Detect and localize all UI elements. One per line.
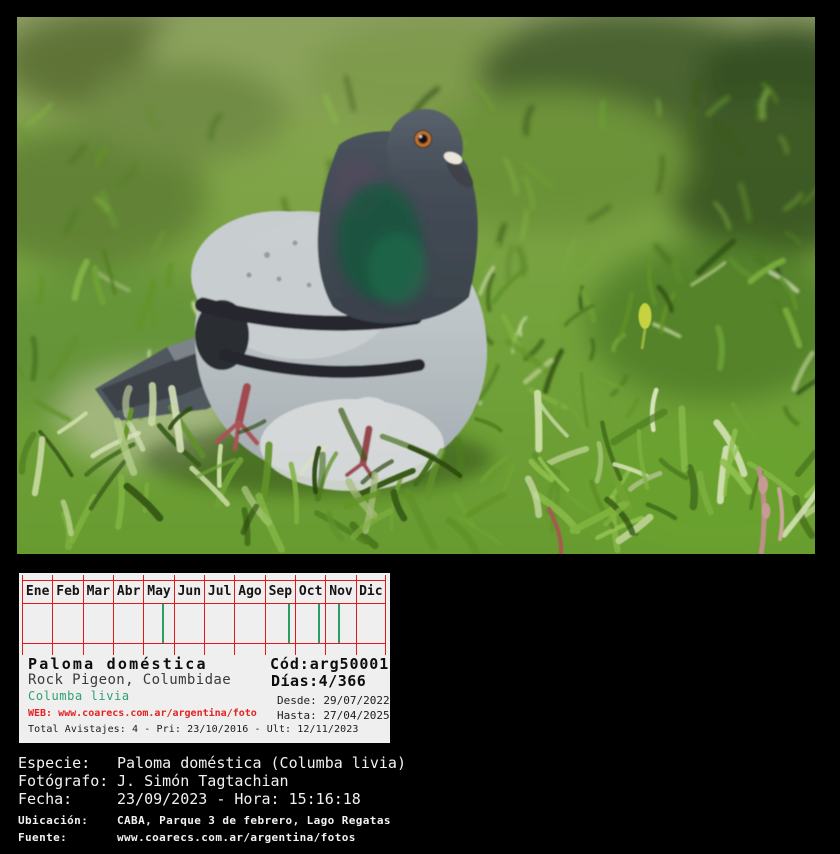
photo-details: Especie: Paloma doméstica (Columba livia)… <box>18 754 822 846</box>
detail-label: Fuente: <box>18 831 68 844</box>
calendar-month-label: Mar <box>82 581 113 603</box>
details-primary: Especie: Paloma doméstica (Columba livia)… <box>18 754 822 808</box>
pigeon-illustration <box>95 109 488 491</box>
species-scientific-name: Columba livia <box>28 689 130 703</box>
days-count: Días:4/366 <box>271 672 367 690</box>
detail-row: Fotógrafo: J. Simón Tagtachian <box>18 772 822 790</box>
details-secondary: Ubicación: CABA, Parque 3 de febrero, Lag… <box>18 812 822 846</box>
calendar-month-cell <box>143 604 173 643</box>
detail-value: www.coarecs.com.ar/argentina/fotos <box>117 831 356 844</box>
calendar-month-cell <box>325 604 355 643</box>
grass-texture-foreground <box>18 372 815 554</box>
date-since: Desde: 29/07/2022 <box>277 694 390 707</box>
detail-label: Ubicación: <box>18 814 89 827</box>
species-english-name: Rock Pigeon, Columbidae <box>28 672 232 688</box>
sighting-tick <box>287 604 290 643</box>
detail-value: CABA, Parque 3 de febrero, Lago Regatas <box>117 814 391 827</box>
calendar-month-cell <box>113 604 143 643</box>
calendar-month-label: Sep <box>264 581 295 603</box>
calendar-month-label: Feb <box>52 581 82 603</box>
detail-value: Paloma doméstica (Columba livia) <box>117 754 406 772</box>
calendar-month-cell <box>234 604 264 643</box>
calendar-month-label: May <box>143 581 173 603</box>
calendar-month-cell <box>295 604 325 643</box>
bird-photo <box>17 17 815 554</box>
calendar-month-label: Jul <box>204 581 234 603</box>
calendar-month-cell <box>82 604 113 643</box>
detail-label: Fotógrafo: <box>18 772 109 790</box>
calendar-month-header: Ene Feb Mar Abr May Jun Jul Ago Sep Oct Nov Dic <box>22 580 386 604</box>
calendar-month-label: Ago <box>234 581 264 603</box>
detail-value: 23/09/2023 - Hora: 15:16:18 <box>117 790 361 808</box>
detail-row: Ubicación: CABA, Parque 3 de febrero, Lag… <box>18 812 822 829</box>
month-calendar: Ene Feb Mar Abr May Jun Jul Ago Sep Oct Nov Dic <box>22 575 386 655</box>
calendar-month-label: Dic <box>355 581 386 603</box>
species-info-panel: Ene Feb Mar Abr May Jun Jul Ago Sep Oct Nov Dic Pal… <box>19 573 390 743</box>
calendar-month-label: Nov <box>325 581 355 603</box>
species-common-name: Paloma doméstica <box>28 655 208 673</box>
detail-label: Fecha: <box>18 790 73 808</box>
pigeon-photo-illustration <box>17 17 815 554</box>
detail-row: Fecha: 23/09/2023 - Hora: 15:16:18 <box>18 790 822 808</box>
calendar-sightings-row <box>22 604 386 644</box>
detail-row: Especie: Paloma doméstica (Columba livia) <box>18 754 822 772</box>
grass-accents <box>547 303 785 554</box>
calendar-month-label: Jun <box>173 581 204 603</box>
detail-row: Fuente: www.coarecs.com.ar/argentina/foto… <box>18 829 822 846</box>
calendar-top-stubs <box>22 575 386 580</box>
sighting-tick <box>161 604 164 643</box>
calendar-month-cell <box>22 604 52 643</box>
calendar-month-cell <box>355 604 386 643</box>
calendar-month-cell <box>52 604 82 643</box>
detail-label: Especie: <box>18 754 91 772</box>
sighting-tick <box>318 604 321 643</box>
species-code: Cód:arg50001 <box>270 655 390 673</box>
calendar-month-label: Ene <box>22 581 52 603</box>
calendar-month-cell <box>204 604 234 643</box>
calendar-month-label: Abr <box>113 581 143 603</box>
calendar-month-cell <box>173 604 204 643</box>
date-until: Hasta: 27/04/2025 <box>277 709 390 722</box>
calendar-month-cell <box>264 604 295 643</box>
web-link[interactable]: WEB: www.coarecs.com.ar/argentina/foto <box>28 708 257 719</box>
calendar-month-label: Oct <box>295 581 325 603</box>
calendar-bottom-stubs <box>22 644 386 655</box>
sighting-tick <box>338 604 341 643</box>
sightings-summary: Total Avistajes: 4 - Pri: 23/10/2016 - U… <box>28 724 359 735</box>
detail-value: J. Simón Tagtachian <box>117 772 289 790</box>
